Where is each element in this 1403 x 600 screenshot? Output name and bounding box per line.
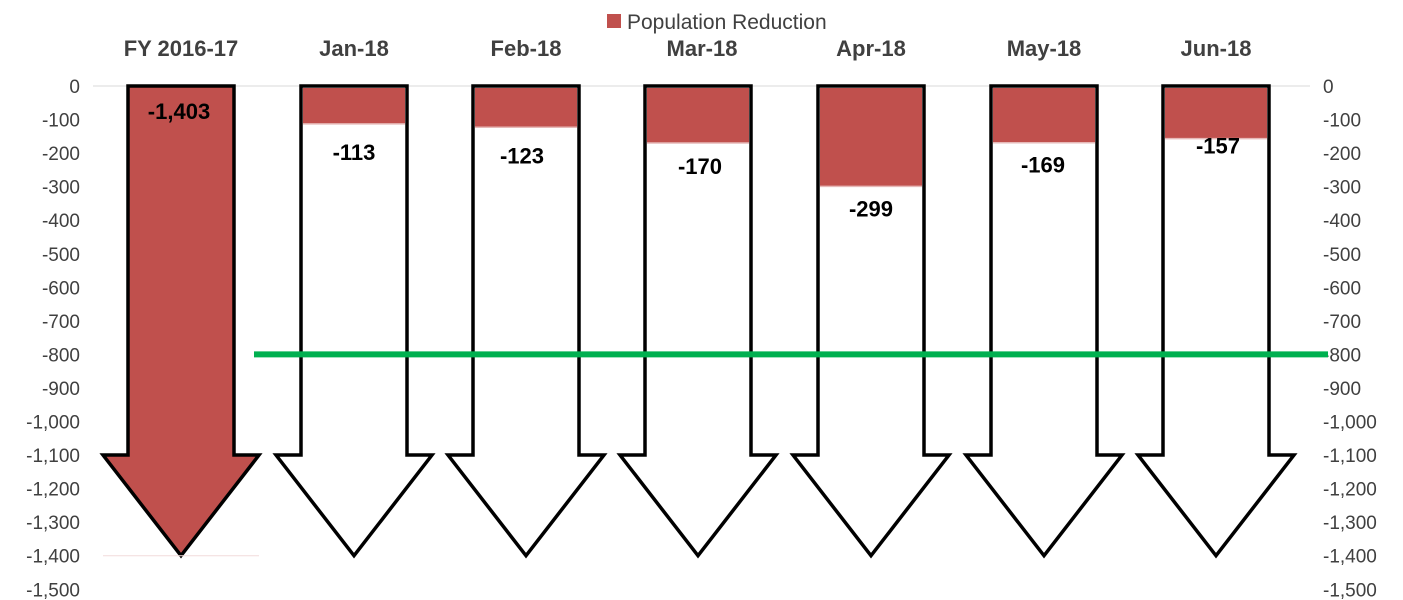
left-tick-label: -200 [42,144,80,165]
reduction-fill [647,88,749,144]
left-tick-label: -1,100 [26,446,80,467]
arrow-bar [789,84,953,559]
left-tick-label: -100 [42,111,80,132]
category-label: Apr-18 [836,36,906,61]
data-label: -170 [678,154,722,179]
arrow-outline [1134,84,1298,559]
left-tick-label: -1,000 [26,413,80,434]
arrow-outline [962,84,1126,559]
left-tick-label: -300 [42,178,80,199]
arrow-bar [1134,84,1298,559]
right-tick-label: -1,000 [1323,413,1377,434]
left-tick-label: -400 [42,211,80,232]
right-tick-label: -300 [1323,178,1361,199]
left-tick-label: 0 [69,77,80,98]
right-axis: 0 -100 -200 -300 -400 -500 -600 -700 -800 -900 -1,… [1323,77,1377,600]
right-tick-label: -900 [1323,379,1361,400]
category-labels: FY 2016-17 Jan-18 Feb-18 Mar-18 Apr-18 May-18… [124,36,1252,61]
legend-swatch [607,14,621,28]
category-label: FY 2016-17 [124,36,239,61]
arrow-bar [962,84,1126,559]
left-tick-label: -1,300 [26,513,80,534]
category-label: Jan-18 [319,36,389,61]
data-labels: -1,403 -113 -123 -170 -299 -169 -157 [148,99,1240,221]
right-tick-label: -100 [1323,111,1361,132]
data-label: -123 [500,143,544,168]
right-tick-label: -600 [1323,278,1361,299]
left-axis: 0 -100 -200 -300 -400 -500 -600 -700 -800 -900 -1,… [26,77,1310,600]
left-tick-label: -500 [42,245,80,266]
reduction-fill [475,88,577,128]
right-tick-label: -1,100 [1323,446,1377,467]
left-tick-label: -1,200 [26,480,80,501]
arrow-outline [272,84,436,559]
right-tick-label: -1,200 [1323,480,1377,501]
left-tick-label: -900 [42,379,80,400]
right-tick-label: -500 [1323,245,1361,266]
left-tick-label: -700 [42,312,80,333]
arrow-bars [99,84,1298,559]
left-tick-label: -1,400 [26,547,80,568]
right-tick-label: -200 [1323,144,1361,165]
data-label: -169 [1021,153,1065,178]
category-label: May-18 [1007,36,1082,61]
arrow-outline [789,84,953,559]
reduction-fill [303,88,405,124]
reduction-fill [993,88,1095,143]
arrow-outline [444,84,608,559]
right-tick-label: -700 [1323,312,1361,333]
data-label: -1,403 [148,99,210,124]
left-tick-label: -600 [42,278,80,299]
arrow-bar [272,84,436,559]
right-tick-label: -1,300 [1323,513,1377,534]
data-label: -299 [849,196,893,221]
legend-label: Population Reduction [627,11,827,34]
category-label: Jun-18 [1181,36,1252,61]
arrow-bar [616,84,780,559]
right-tick-label: -1,400 [1323,547,1377,568]
left-tick-label: -800 [42,345,80,366]
right-tick-label: -1,500 [1323,580,1377,600]
right-tick-label: -800 [1323,345,1361,366]
reduction-fill [820,88,922,187]
arrow-bar [444,84,608,559]
arrow-filled [99,84,263,559]
category-label: Mar-18 [667,36,738,61]
data-label: -113 [333,140,376,165]
legend: Population Reduction [607,11,827,34]
arrow-bar [99,84,263,559]
right-tick-label: -400 [1323,211,1361,232]
reduction-fill [1165,88,1267,139]
category-label: Feb-18 [491,36,562,61]
data-label: -157 [1196,134,1240,159]
left-tick-label: -1,500 [26,580,80,600]
right-tick-label: 0 [1323,77,1334,98]
arrow-outline [616,84,780,559]
